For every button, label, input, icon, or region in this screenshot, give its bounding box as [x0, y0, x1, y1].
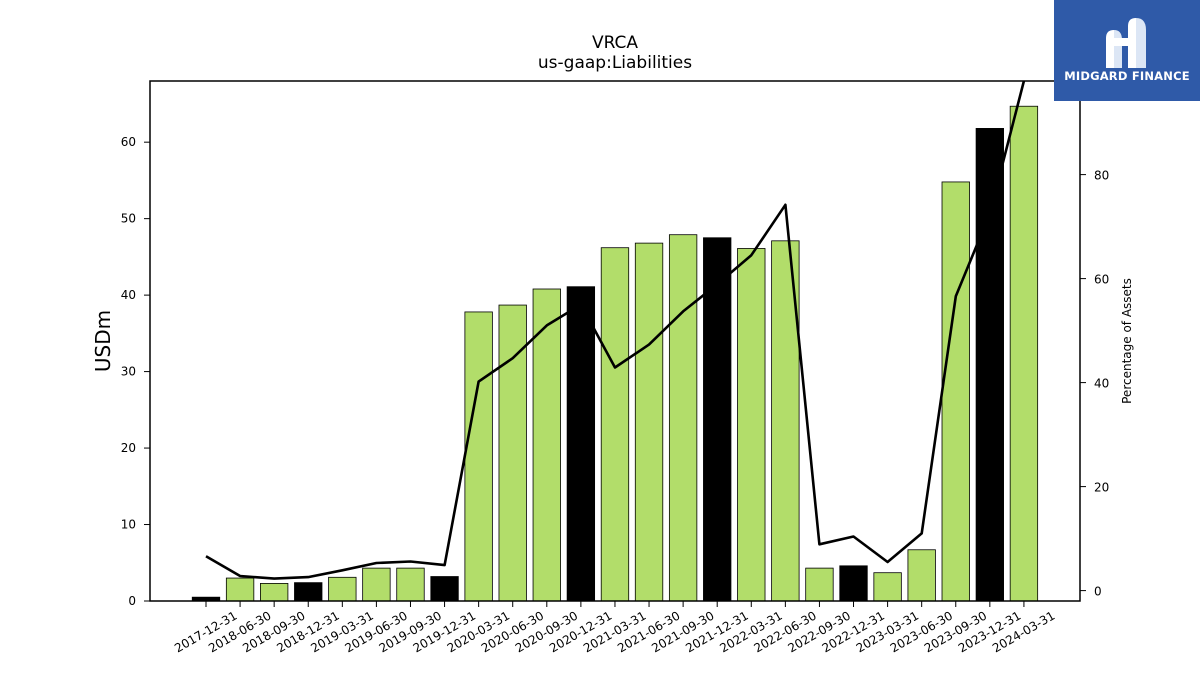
y-tick-label: 10 — [121, 518, 136, 532]
bar-2023-03-31 — [873, 572, 902, 602]
y-tick-label: 50 — [121, 212, 136, 226]
chart-title: VRCA — [592, 33, 638, 53]
bar-2020-06-30 — [498, 304, 527, 602]
bar-2023-06-30 — [907, 549, 936, 602]
bar-2021-06-30 — [634, 242, 664, 602]
bar-2019-06-30 — [362, 567, 391, 602]
bar-2020-03-31 — [464, 311, 493, 602]
chart-subtitle: us-gaap:Liabilities — [538, 53, 692, 73]
y2-tick-label: 80 — [1094, 169, 1109, 183]
midgard-logo-icon — [1106, 18, 1146, 68]
bar-2018-12-31 — [294, 582, 323, 602]
y-tick-label: 0 — [128, 594, 136, 608]
plot-frame — [149, 80, 1081, 602]
bar-2023-09-30 — [941, 181, 970, 602]
bar-2018-09-30 — [260, 583, 289, 602]
brand-logo: MIDGARD FINANCE — [1054, 0, 1200, 101]
y-tick-label: 60 — [121, 135, 136, 149]
y2-axis-label: Percentage of Assets — [1120, 278, 1134, 404]
bar-2019-12-31 — [430, 576, 459, 602]
bar-2020-12-31 — [566, 286, 596, 602]
y2-tick-label: 60 — [1094, 273, 1109, 287]
y2-tick-label: 20 — [1094, 481, 1109, 495]
bar-2023-12-31 — [975, 128, 1004, 602]
bar-2022-12-31 — [839, 565, 868, 602]
y2-tick-label: 40 — [1094, 377, 1109, 391]
y-tick-label: 20 — [121, 441, 136, 455]
bar-2018-06-30 — [225, 577, 255, 602]
y-tick-label: 30 — [121, 365, 136, 379]
bar-2021-12-31 — [703, 237, 732, 602]
y-axis-label: USDm — [91, 310, 115, 372]
bar-2022-03-31 — [737, 248, 766, 602]
bar-2022-09-30 — [805, 567, 834, 602]
percentage-line — [205, 81, 1026, 580]
y-tick-label: 40 — [121, 288, 136, 302]
bar-2019-03-31 — [328, 576, 357, 602]
bar-2021-09-30 — [668, 234, 698, 602]
bar-2021-03-31 — [600, 247, 630, 602]
bar-2019-09-30 — [396, 567, 425, 602]
brand-name: MIDGARD FINANCE — [1064, 69, 1190, 83]
bar-2024-03-31 — [1009, 105, 1039, 602]
y2-tick-label: 0 — [1094, 585, 1102, 599]
